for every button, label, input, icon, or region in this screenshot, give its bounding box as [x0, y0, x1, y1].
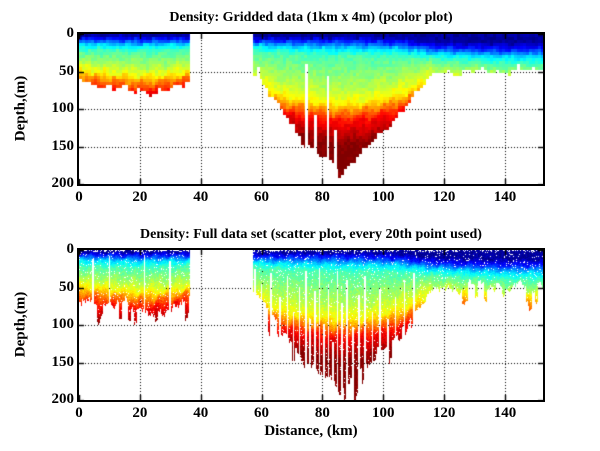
pcolor-plot-canvas: [79, 34, 543, 184]
x-tick-label: 40: [193, 405, 209, 421]
x-tick-label: 20: [132, 189, 148, 205]
x-tick-label: 140: [493, 189, 517, 205]
plot-area-bottom: [77, 248, 545, 402]
x-tick-label: 100: [372, 405, 395, 421]
y-tick-label: 100: [51, 100, 75, 116]
x-tick-label: 140: [493, 405, 517, 421]
x-tick-label: 120: [432, 189, 456, 205]
x-axis-label: Distance, (km): [264, 423, 358, 439]
y-tick-label: 200: [51, 391, 75, 407]
plot-area-top: [77, 32, 545, 186]
y-tick-label: 150: [51, 353, 75, 370]
y-tick-label: 100: [51, 316, 75, 332]
x-tick-label: 60: [254, 189, 270, 205]
plot-title-top: Density: Gridded data (1km x 4m) (pcolor…: [169, 10, 453, 25]
x-tick-label: 60: [254, 405, 270, 421]
y-tick-label: 0: [66, 241, 75, 257]
y-tick-label: 150: [51, 137, 75, 154]
x-tick-label: 20: [132, 405, 148, 421]
y-tick-label: 50: [59, 62, 74, 79]
y-tick-label: 200: [51, 175, 75, 191]
scatter-plot-canvas: [79, 250, 543, 400]
x-tick-label: 100: [372, 189, 395, 205]
plot-title-bottom: Density: Full data set (scatter plot, ev…: [140, 227, 482, 242]
y-tick-label: 0: [66, 25, 75, 41]
x-tick-label: 80: [314, 405, 330, 421]
y-tick-label: 50: [59, 278, 74, 295]
x-tick-label: 0: [75, 405, 83, 421]
x-tick-label: 0: [75, 189, 83, 205]
x-tick-label: 40: [193, 189, 209, 205]
x-tick-label: 80: [314, 189, 330, 205]
x-tick-label: 120: [432, 405, 456, 421]
